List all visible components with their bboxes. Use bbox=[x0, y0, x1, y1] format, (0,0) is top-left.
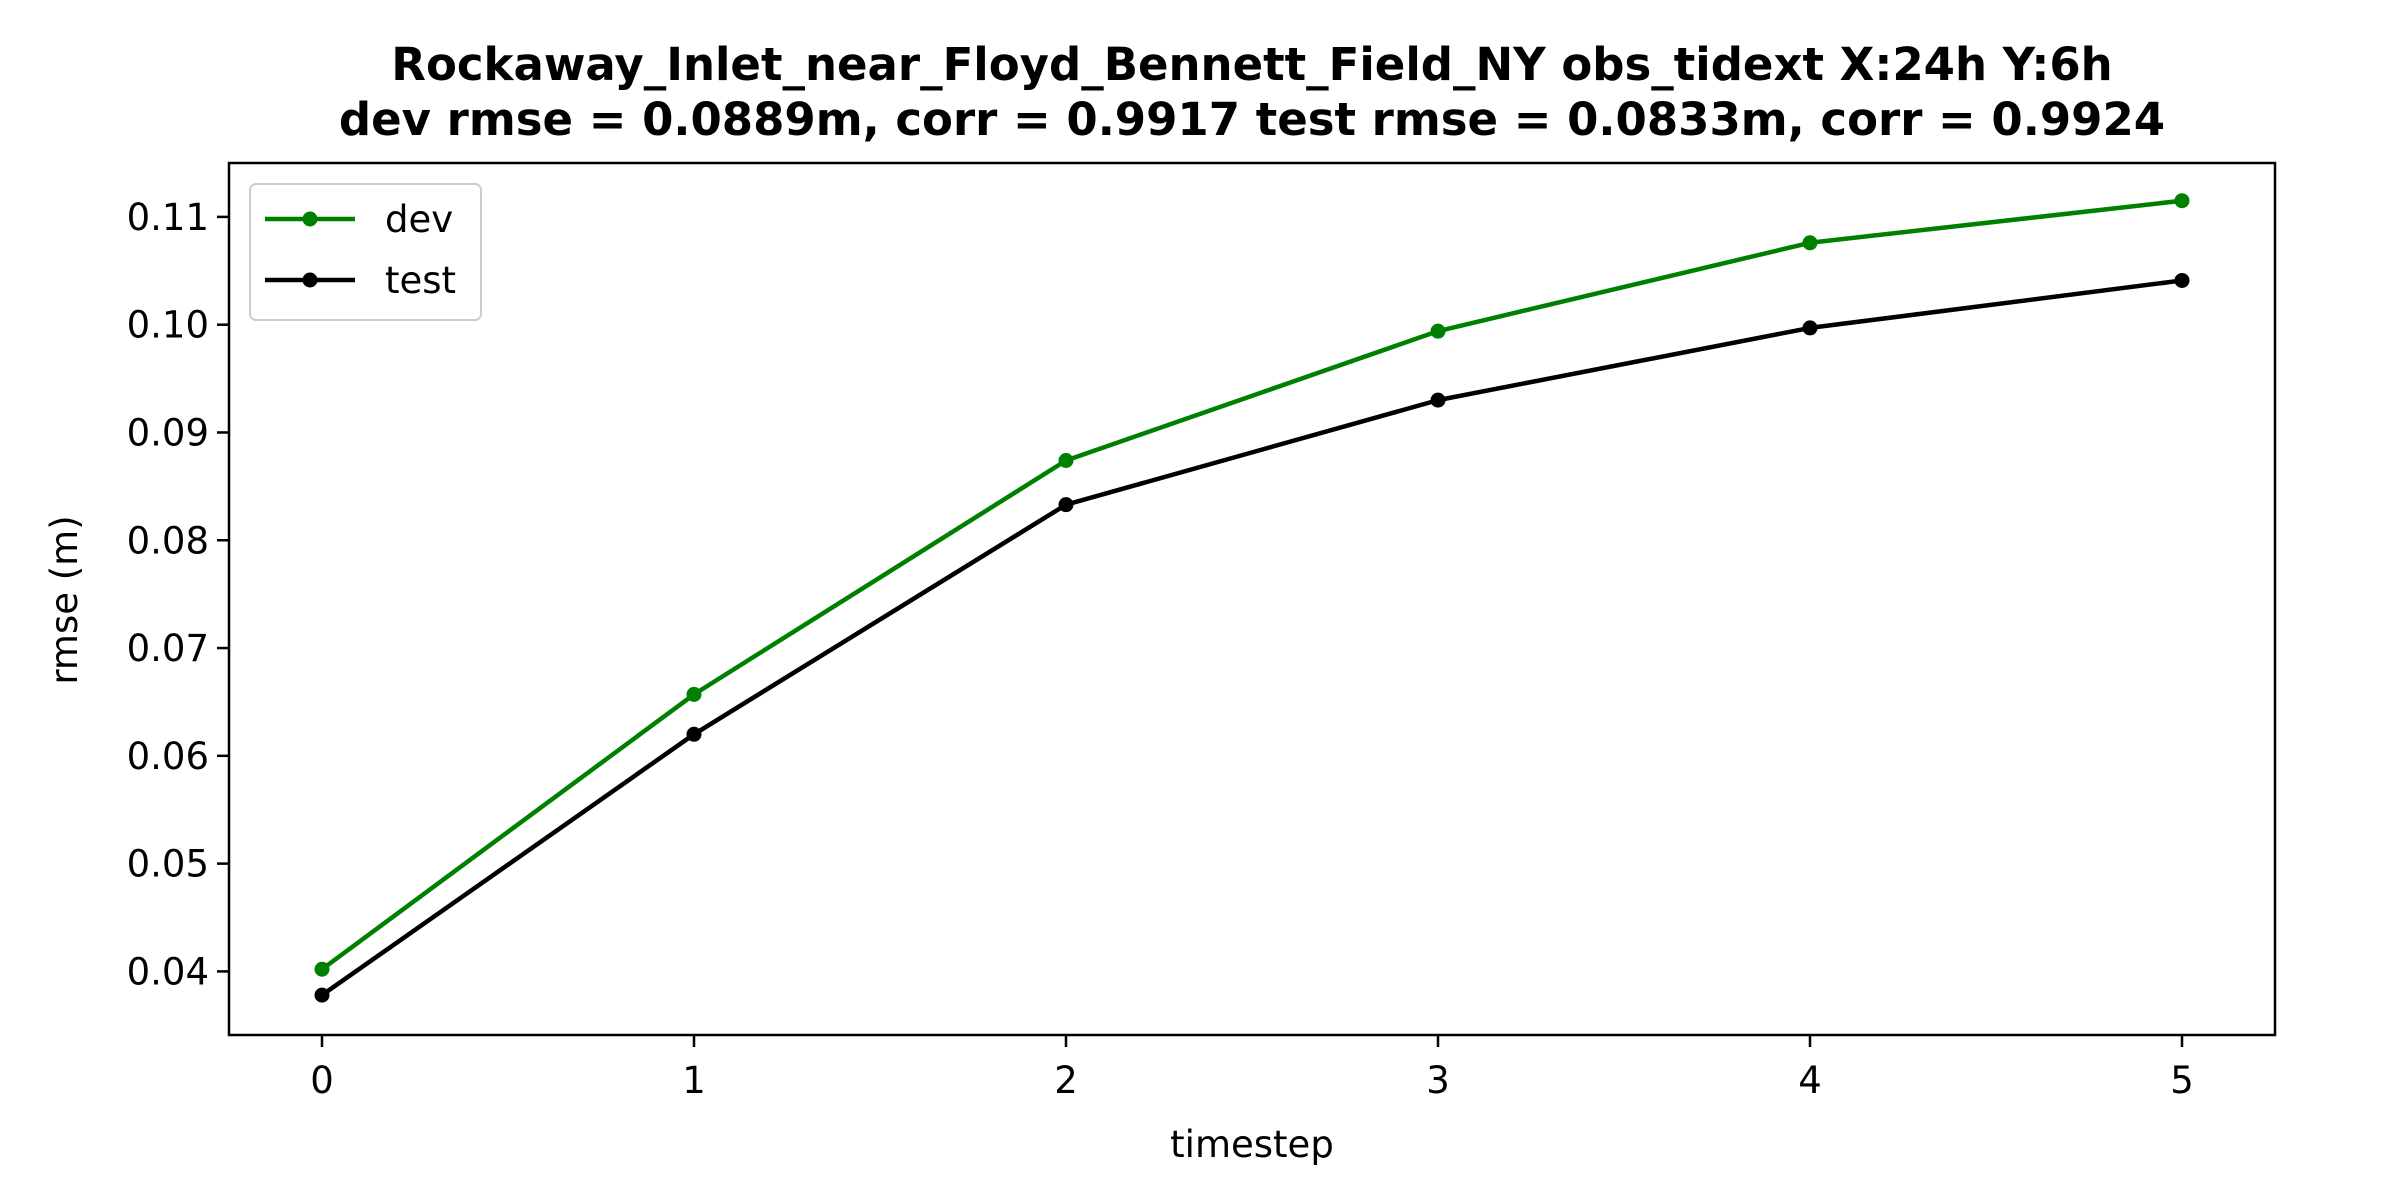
legend-label-test: test bbox=[385, 259, 456, 302]
y-tick-label: 0.11 bbox=[127, 196, 209, 239]
x-tick-label: 3 bbox=[1426, 1059, 1450, 1102]
y-tick-label: 0.08 bbox=[127, 519, 209, 562]
y-tick-label: 0.07 bbox=[127, 627, 209, 670]
x-tick-label: 0 bbox=[310, 1059, 334, 1102]
data-point-test bbox=[1058, 497, 1074, 513]
data-point-dev bbox=[1430, 323, 1446, 339]
y-tick-label: 0.06 bbox=[127, 735, 209, 778]
chart-subtitle: dev rmse = 0.0889m, corr = 0.9917 test r… bbox=[339, 93, 2165, 146]
legend-label-dev: dev bbox=[385, 198, 453, 241]
data-point-test bbox=[314, 987, 330, 1003]
x-tick-label: 5 bbox=[2170, 1059, 2194, 1102]
y-tick-label: 0.10 bbox=[127, 304, 209, 347]
data-point-test bbox=[1430, 392, 1446, 408]
x-ticks: 0 1 2 3 4 5 bbox=[310, 1035, 2194, 1102]
series-layer bbox=[314, 193, 2190, 1003]
data-point-test bbox=[1802, 320, 1818, 336]
data-point-test bbox=[686, 726, 702, 742]
data-point-dev bbox=[314, 961, 330, 977]
data-point-dev bbox=[2174, 193, 2190, 209]
y-axis-label: rmse (m) bbox=[43, 515, 86, 684]
legend: dev test bbox=[249, 183, 482, 321]
chart-title: Rockaway_Inlet_near_Floyd_Bennett_Field_… bbox=[391, 38, 2112, 91]
y-tick-label: 0.04 bbox=[127, 950, 209, 993]
x-tick-label: 1 bbox=[682, 1059, 706, 1102]
series-line-dev bbox=[318, 198, 2185, 973]
data-point-dev bbox=[1802, 235, 1818, 251]
data-point-dev bbox=[1058, 452, 1074, 468]
y-ticks: 0.04 0.05 0.06 0.07 0.08 0.09 0.10 0.11 bbox=[127, 196, 229, 993]
data-point-dev bbox=[686, 686, 702, 702]
data-point-test bbox=[2174, 272, 2190, 288]
x-tick-label: 2 bbox=[1054, 1059, 1078, 1102]
legend-marker-test bbox=[302, 272, 318, 288]
y-tick-label: 0.09 bbox=[127, 411, 209, 454]
x-axis-label: timestep bbox=[1170, 1123, 1334, 1166]
series-line-test bbox=[318, 277, 2185, 999]
x-tick-label: 4 bbox=[1798, 1059, 1822, 1102]
y-tick-label: 0.05 bbox=[127, 843, 209, 886]
plot-area-frame bbox=[227, 161, 2277, 1037]
legend-marker-dev bbox=[302, 211, 318, 227]
